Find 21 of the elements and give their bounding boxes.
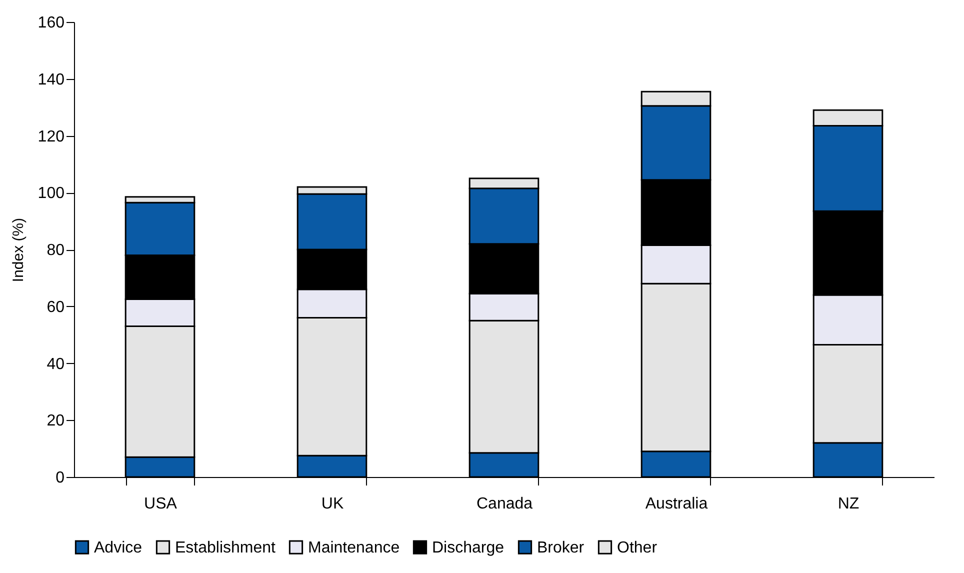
y-tick-label: 120: [38, 128, 65, 146]
y-tick-label: 60: [46, 298, 65, 316]
y-axis-title: Index (%): [10, 218, 27, 282]
legend-label: Other: [617, 539, 658, 556]
x-tick-label: NZ: [838, 496, 860, 512]
legend-label: Advice: [94, 539, 142, 556]
legend-label: Maintenance: [308, 539, 400, 556]
y-tick-label: 80: [46, 242, 65, 259]
legend-label: Discharge: [432, 539, 504, 556]
x-tick-label: Australia: [645, 496, 708, 512]
y-tick-label: 20: [46, 412, 65, 430]
x-tick-label: Canada: [476, 496, 533, 512]
y-tick-label: 40: [46, 356, 65, 373]
x-tick-label: USA: [144, 496, 178, 512]
y-tick-label: 100: [38, 185, 65, 202]
y-tick-label: 0: [56, 470, 65, 486]
legend-label: Broker: [537, 539, 585, 556]
y-tick-label: 140: [38, 71, 65, 88]
x-tick-label: UK: [321, 496, 344, 512]
y-tick-label: 160: [38, 14, 65, 32]
legend-label: Establishment: [175, 539, 276, 556]
